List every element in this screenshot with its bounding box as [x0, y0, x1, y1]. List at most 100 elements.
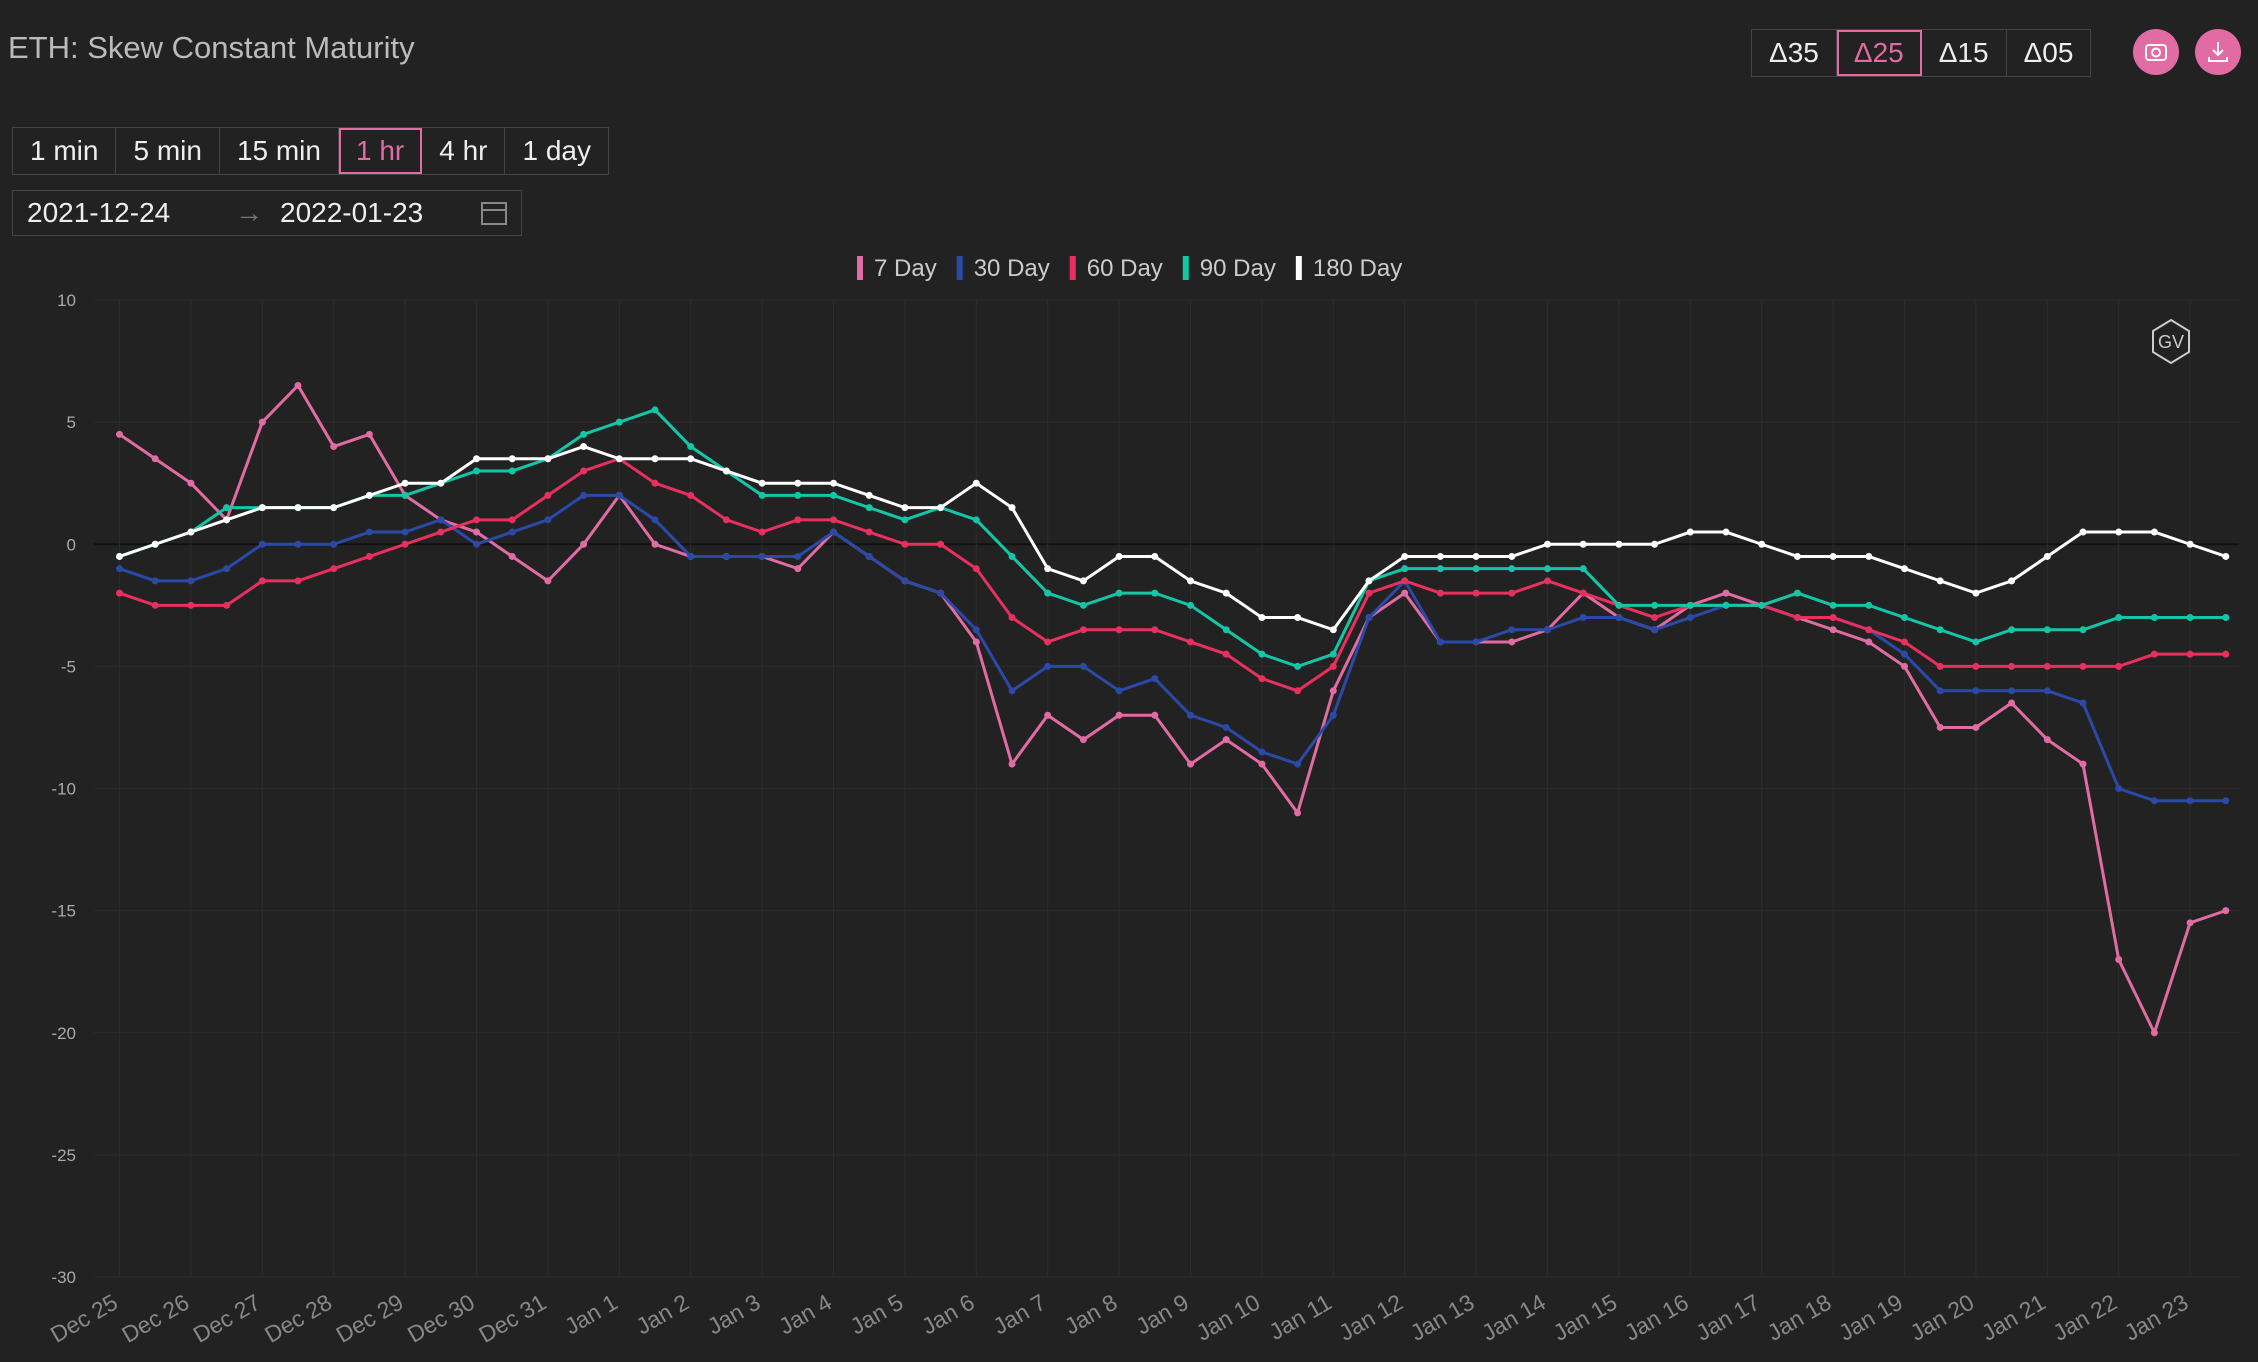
data-point	[294, 504, 302, 512]
data-point	[2222, 650, 2230, 658]
data-point	[1651, 626, 1659, 634]
data-point	[722, 467, 730, 475]
data-point	[865, 552, 873, 560]
data-point	[1722, 528, 1730, 536]
data-point	[1329, 687, 1337, 695]
data-point	[1294, 614, 1302, 622]
interval-button[interactable]: 1 day	[522, 135, 591, 166]
data-point	[1901, 565, 1908, 573]
x-tick-label: Dec 27	[189, 1289, 265, 1348]
data-point	[473, 467, 480, 475]
data-point	[1222, 723, 1230, 731]
data-point	[401, 491, 409, 499]
data-point	[1901, 638, 1908, 646]
data-point	[1044, 638, 1052, 646]
data-point	[1615, 614, 1623, 622]
data-point	[1758, 601, 1766, 609]
data-point	[473, 540, 480, 548]
data-point	[1365, 614, 1373, 622]
data-point	[972, 565, 980, 573]
data-point	[901, 540, 909, 548]
data-point	[437, 528, 445, 536]
delta-button[interactable]: Δ35	[1752, 30, 1837, 76]
data-point	[1436, 638, 1444, 646]
data-point	[687, 552, 695, 560]
data-point	[151, 540, 159, 548]
data-point	[1686, 601, 1694, 609]
interval-button[interactable]: 4 hr	[422, 128, 506, 174]
x-tick-label: Jan 10	[1192, 1289, 1265, 1346]
data-point	[972, 626, 980, 634]
delta-button[interactable]: Δ15	[1922, 30, 2007, 76]
data-point	[2186, 797, 2194, 805]
data-point	[2115, 785, 2123, 792]
data-point	[901, 516, 909, 524]
data-point	[1508, 565, 1516, 573]
series-line	[119, 444, 2227, 632]
data-point	[1472, 589, 1480, 597]
data-point	[1472, 565, 1480, 573]
data-point	[651, 540, 659, 548]
data-point	[937, 589, 945, 597]
data-point	[1258, 748, 1266, 756]
interval-button[interactable]: 1 min	[13, 128, 117, 174]
interval-button[interactable]: 5 min	[116, 128, 220, 174]
data-point	[972, 479, 980, 487]
data-point	[2043, 626, 2051, 634]
data-point	[830, 528, 837, 536]
data-point	[258, 504, 266, 512]
range-arrow: →	[235, 197, 263, 228]
data-point	[1579, 565, 1587, 573]
data-point	[1294, 687, 1302, 695]
data-point	[258, 504, 266, 512]
data-point	[1793, 614, 1801, 622]
data-point	[1972, 687, 1980, 695]
data-point	[330, 443, 338, 451]
data-point	[1151, 711, 1159, 719]
data-point	[294, 381, 302, 389]
legend-label: 30 Day	[974, 255, 1050, 282]
delta-button[interactable]: Δ25	[1836, 30, 1922, 76]
x-tick-label: Jan 11	[1264, 1289, 1335, 1345]
data-point	[1079, 577, 1087, 585]
data-point	[1651, 540, 1659, 548]
series-line	[119, 493, 2226, 803]
camera-button[interactable]	[2133, 29, 2179, 75]
data-point	[1758, 540, 1766, 548]
x-tick-label: Jan 12	[1334, 1289, 1407, 1346]
data-point	[1865, 552, 1873, 560]
data-point	[2222, 797, 2230, 805]
data-point	[1115, 552, 1123, 560]
data-point	[1972, 589, 1980, 597]
x-tick-label: Jan 23	[2120, 1289, 2193, 1346]
data-point	[1365, 614, 1373, 622]
title: ETH: Skew Constant Maturity	[8, 30, 415, 65]
date-range[interactable]: 2021-12-24 → 2022-01-23	[12, 190, 522, 236]
delta-button[interactable]: Δ05	[2023, 37, 2074, 68]
data-point	[972, 516, 980, 524]
data-point	[1686, 614, 1694, 622]
data-point	[1115, 711, 1123, 719]
data-point	[1829, 626, 1837, 634]
download-button[interactable]	[2195, 29, 2241, 75]
data-point	[722, 467, 730, 475]
data-point	[687, 491, 695, 499]
interval-selector: 1 min 5 min 15 min 1 hr 4 hr 1 day	[12, 127, 609, 175]
legend-swatch	[1182, 256, 1189, 280]
data-point	[2043, 687, 2051, 695]
data-point	[223, 516, 231, 524]
data-point	[1115, 687, 1123, 695]
data-point	[1151, 675, 1159, 683]
data-point	[615, 455, 623, 463]
data-point	[758, 491, 766, 499]
data-point	[901, 504, 909, 512]
interval-button[interactable]: 1 hr	[338, 128, 423, 174]
x-tick-label: Dec 26	[117, 1289, 193, 1348]
interval-button[interactable]: 15 min	[220, 128, 339, 174]
data-point	[794, 479, 802, 487]
y-tick-label: 10	[57, 291, 76, 310]
data-point	[615, 455, 623, 463]
data-point	[116, 589, 123, 597]
data-point	[2150, 614, 2158, 622]
x-tick-label: Jan 1	[560, 1289, 622, 1340]
